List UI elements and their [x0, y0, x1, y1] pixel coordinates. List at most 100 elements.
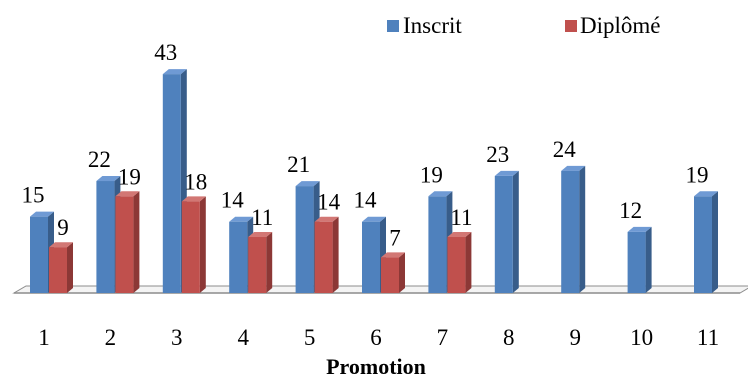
x-tick-label: 7 [437, 325, 449, 350]
x-tick-label: 5 [304, 325, 316, 350]
bar-front-face [428, 196, 447, 293]
bar-front-face [694, 196, 712, 293]
bar-top-face [447, 232, 472, 238]
bar-top-face [494, 170, 519, 176]
bar-front-face [381, 257, 399, 293]
bar-top-face [381, 252, 405, 258]
bar-diplome [248, 232, 273, 293]
legend-label-diplome: Diplômé [580, 13, 661, 38]
bar-side-face [512, 170, 519, 293]
bar-inscrit [494, 170, 519, 293]
bar-diplome [115, 191, 140, 293]
legend-item-diplome: Diplômé [565, 13, 661, 38]
bar-front-face [49, 247, 67, 293]
data-label-inscrit: 19 [420, 162, 443, 187]
legend-label-inscrit: Inscrit [403, 13, 462, 38]
bar-diplome [49, 242, 73, 293]
bar-top-face [162, 69, 187, 75]
x-tick-label: 2 [105, 325, 117, 350]
bar-front-face [115, 196, 134, 293]
data-label-diplome: 11 [251, 205, 273, 230]
data-label-diplome: 11 [450, 205, 472, 230]
bar-inscrit [627, 226, 652, 293]
bar-diplome [181, 196, 206, 293]
bar-side-face [67, 242, 73, 293]
bar-front-face [162, 74, 181, 293]
bar-top-face [627, 226, 652, 232]
data-label-inscrit: 23 [486, 142, 509, 167]
bar-front-face [561, 170, 580, 293]
data-label-diplome: 19 [118, 164, 141, 189]
legend: Inscrit Diplômé [387, 13, 661, 38]
bar-top-face [362, 216, 386, 222]
bar-side-face [332, 216, 339, 293]
bar-top-face [295, 181, 320, 187]
x-tick-label: 3 [171, 325, 183, 350]
bar-top-face [229, 216, 254, 222]
legend-item-inscrit: Inscrit [387, 13, 462, 38]
bar-top-face [30, 211, 54, 217]
bar-inscrit [694, 191, 718, 293]
bar-front-face [494, 175, 513, 293]
data-label-diplome: 14 [317, 190, 341, 215]
bar-side-face [266, 232, 273, 293]
bar-side-face [133, 191, 140, 293]
bar-front-face [362, 221, 380, 293]
data-label-inscrit: 24 [553, 137, 577, 162]
data-label-inscrit: 14 [354, 188, 378, 213]
bar-inscrit [362, 216, 386, 293]
x-tick-labels: 1 2 3 4 5 6 7 8 9 10 11 [38, 325, 719, 350]
bar-diplome [447, 232, 472, 293]
bar-top-face [181, 196, 206, 202]
bar-side-face [399, 252, 405, 293]
bar-front-face [181, 201, 200, 293]
bar-front-face [627, 231, 646, 293]
bar-inscrit [561, 165, 586, 293]
x-tick-label: 10 [630, 325, 653, 350]
data-label-inscrit: 22 [88, 147, 111, 172]
x-tick-label: 4 [237, 325, 249, 350]
data-label-diplome: 18 [184, 169, 207, 194]
data-label-inscrit: 12 [619, 198, 642, 223]
bar-front-face [295, 186, 314, 293]
x-tick-label: 1 [38, 325, 50, 350]
bar-front-face [30, 216, 48, 293]
bars-layer [30, 69, 718, 293]
bar-top-face [314, 216, 339, 222]
data-label-inscrit: 43 [154, 40, 177, 65]
data-label-diplome: 7 [389, 225, 401, 250]
bar-top-face [428, 191, 453, 197]
legend-swatch-inscrit [387, 20, 399, 32]
x-tick-label: 9 [569, 325, 581, 350]
bar-side-face [199, 196, 206, 293]
bar-front-face [248, 237, 267, 293]
x-tick-label: 11 [697, 325, 719, 350]
data-label-inscrit: 15 [22, 183, 45, 208]
bar-top-face [694, 191, 718, 197]
bar-side-face [645, 226, 652, 293]
bar-side-face [579, 165, 586, 293]
bar-side-face [712, 191, 718, 293]
x-axis-title: Promotion [326, 354, 426, 379]
bar-top-face [561, 165, 586, 171]
x-tick-label: 8 [503, 325, 515, 350]
bar-top-face [115, 191, 140, 197]
bar-front-face [229, 221, 248, 293]
bar-front-face [96, 181, 115, 293]
bar-side-face [465, 232, 472, 293]
data-label-inscrit: 14 [221, 188, 245, 213]
bar-diplome [381, 252, 405, 293]
legend-swatch-diplome [565, 20, 577, 32]
bar-diplome [314, 216, 339, 293]
bar-top-face [248, 232, 273, 238]
bar-front-face [447, 237, 466, 293]
bar-top-face [96, 176, 121, 182]
data-label-inscrit: 19 [686, 162, 709, 187]
data-label-inscrit: 21 [287, 152, 310, 177]
bar-front-face [314, 221, 333, 293]
x-tick-label: 6 [370, 325, 382, 350]
bar-top-face [49, 242, 73, 248]
data-label-diplome: 9 [57, 215, 69, 240]
